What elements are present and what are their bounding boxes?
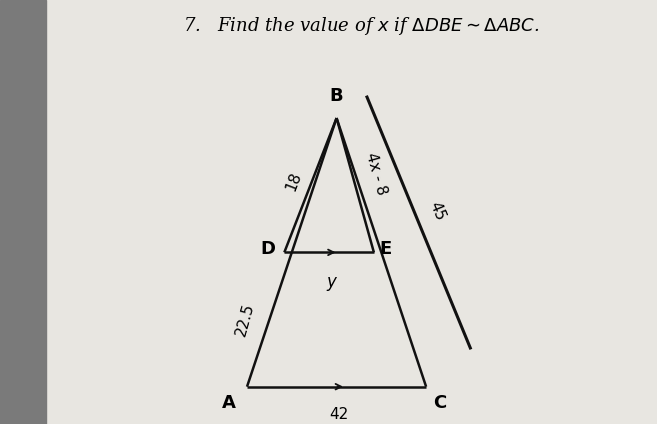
Text: 22.5: 22.5 xyxy=(233,301,257,338)
Text: 42: 42 xyxy=(328,407,348,422)
Text: E: E xyxy=(380,240,392,258)
Text: 7.   Find the value of $x$ if $\Delta DBE\sim\Delta ABC$.: 7. Find the value of $x$ if $\Delta DBE\… xyxy=(183,15,539,37)
Text: A: A xyxy=(222,394,236,412)
Text: D: D xyxy=(260,240,275,258)
Text: B: B xyxy=(330,87,344,105)
Text: C: C xyxy=(434,394,447,412)
Text: 18: 18 xyxy=(283,170,304,193)
Text: 45: 45 xyxy=(426,200,448,223)
Text: 4x - 8: 4x - 8 xyxy=(363,151,389,197)
Text: y: y xyxy=(326,273,336,291)
